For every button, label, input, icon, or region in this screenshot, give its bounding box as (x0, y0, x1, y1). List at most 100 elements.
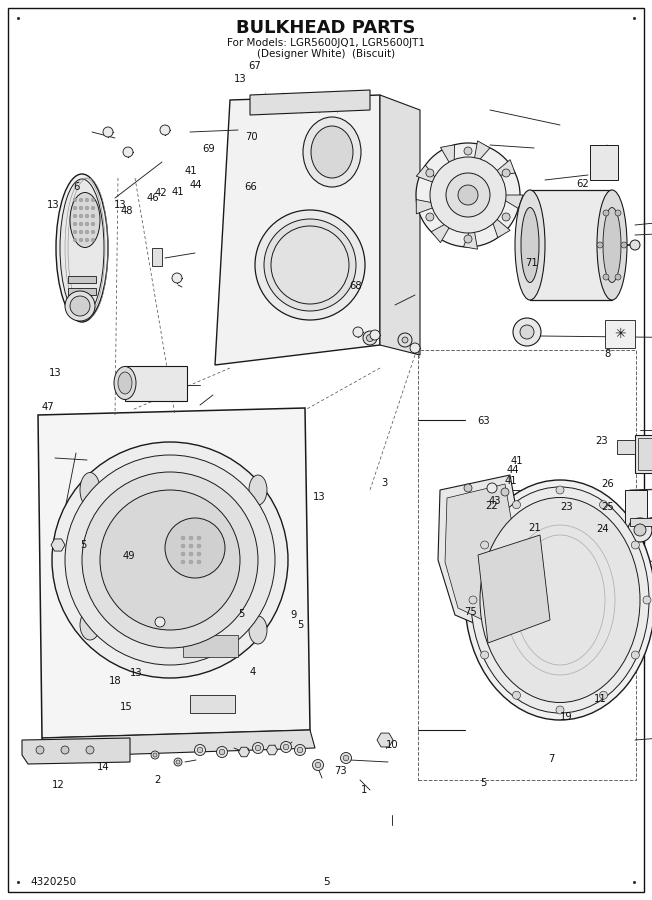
Polygon shape (478, 535, 550, 643)
Circle shape (219, 749, 225, 755)
Circle shape (464, 147, 472, 155)
Text: 13: 13 (114, 200, 127, 211)
Circle shape (181, 552, 185, 556)
Circle shape (52, 442, 288, 678)
Text: ✳: ✳ (614, 327, 626, 341)
Circle shape (464, 484, 472, 492)
Circle shape (501, 488, 509, 496)
Circle shape (86, 746, 94, 754)
Circle shape (363, 331, 377, 345)
Circle shape (91, 198, 95, 202)
Text: 8: 8 (604, 348, 611, 359)
Polygon shape (239, 747, 250, 757)
Polygon shape (490, 159, 515, 177)
Circle shape (628, 518, 652, 542)
Circle shape (297, 747, 303, 752)
Text: 43: 43 (488, 496, 501, 507)
Circle shape (343, 755, 349, 760)
Circle shape (615, 210, 621, 216)
Text: For Models: LGR5600JQ1, LGR5600JT1: For Models: LGR5600JQ1, LGR5600JT1 (227, 38, 425, 48)
Ellipse shape (597, 190, 627, 300)
Ellipse shape (521, 208, 539, 283)
Circle shape (85, 198, 89, 202)
Ellipse shape (303, 117, 361, 187)
Polygon shape (377, 734, 393, 747)
Text: 21: 21 (528, 523, 541, 534)
Ellipse shape (118, 372, 132, 394)
Circle shape (458, 185, 478, 205)
Text: 75: 75 (464, 607, 477, 617)
Ellipse shape (264, 219, 356, 311)
Circle shape (85, 222, 89, 226)
Circle shape (197, 544, 201, 548)
Circle shape (295, 744, 306, 755)
Polygon shape (417, 166, 441, 185)
Ellipse shape (80, 610, 100, 640)
Text: 25: 25 (601, 501, 614, 512)
Circle shape (153, 753, 157, 757)
Text: 5: 5 (323, 877, 329, 887)
Circle shape (189, 552, 193, 556)
Circle shape (512, 500, 520, 508)
Circle shape (398, 333, 412, 347)
Text: 41: 41 (505, 476, 518, 487)
Circle shape (487, 483, 497, 493)
Circle shape (73, 238, 77, 242)
Ellipse shape (249, 616, 267, 644)
Circle shape (79, 222, 83, 226)
Text: 44: 44 (506, 464, 519, 475)
Bar (418, 350, 636, 780)
Circle shape (631, 541, 640, 549)
Circle shape (353, 327, 363, 337)
Text: 71: 71 (525, 257, 538, 268)
Ellipse shape (255, 210, 365, 320)
Text: 5: 5 (297, 620, 303, 631)
Circle shape (61, 746, 69, 754)
Ellipse shape (60, 179, 104, 317)
Polygon shape (380, 95, 420, 355)
Text: 14: 14 (96, 761, 110, 772)
Polygon shape (267, 745, 278, 755)
Text: 4: 4 (250, 667, 256, 678)
Circle shape (82, 472, 258, 648)
Text: 24: 24 (596, 524, 609, 535)
Text: 3: 3 (381, 478, 388, 489)
Bar (630, 518, 652, 526)
Circle shape (189, 536, 193, 540)
Text: 11: 11 (593, 694, 606, 705)
Circle shape (123, 147, 133, 157)
Circle shape (469, 596, 477, 604)
Bar (68, 276, 96, 283)
Ellipse shape (515, 190, 545, 300)
Text: 13: 13 (233, 74, 246, 85)
Text: 5: 5 (238, 608, 244, 619)
Text: 5: 5 (480, 778, 486, 788)
Text: 44: 44 (189, 179, 202, 190)
Circle shape (446, 173, 490, 217)
Circle shape (216, 746, 228, 758)
Circle shape (91, 230, 95, 234)
Bar (625, 490, 647, 528)
Text: 1: 1 (361, 785, 367, 796)
Circle shape (176, 760, 180, 764)
Circle shape (502, 213, 510, 221)
Bar (617, 440, 635, 454)
Polygon shape (431, 220, 454, 243)
Circle shape (621, 242, 627, 248)
Text: 4320250: 4320250 (30, 877, 76, 887)
Bar (190, 695, 235, 713)
Circle shape (426, 169, 434, 177)
Circle shape (165, 518, 225, 578)
Circle shape (91, 238, 95, 242)
Circle shape (100, 490, 240, 630)
Text: 49: 49 (122, 551, 135, 562)
Circle shape (402, 337, 408, 343)
Text: 41: 41 (511, 455, 524, 466)
Circle shape (155, 617, 165, 627)
Circle shape (189, 560, 193, 564)
Text: 66: 66 (244, 182, 257, 193)
Text: 23: 23 (595, 436, 608, 446)
Circle shape (513, 318, 541, 346)
Text: 19: 19 (560, 712, 573, 723)
Text: 10: 10 (385, 740, 398, 751)
